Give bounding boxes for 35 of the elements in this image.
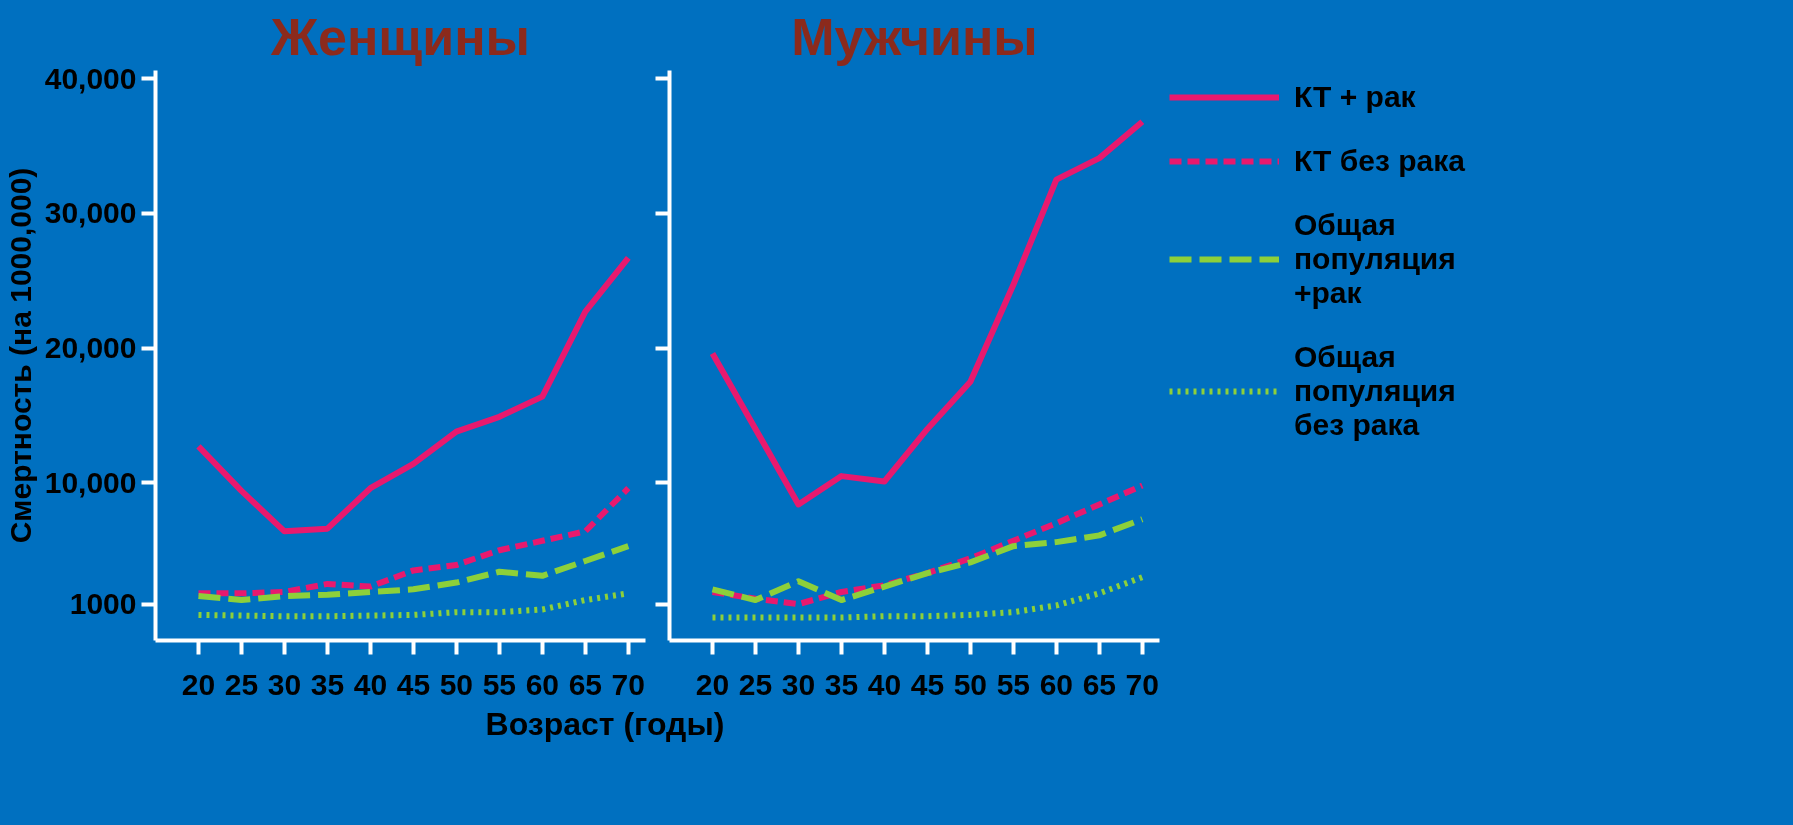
x-tick-label: 45 bbox=[910, 667, 945, 701]
x-tick-label: 40 bbox=[867, 667, 902, 701]
x-tick-label: 30 bbox=[781, 667, 816, 701]
x-tick-label: 60 bbox=[1039, 667, 1074, 701]
x-tick-label: 25 bbox=[738, 667, 773, 701]
x-tick-label: 30 bbox=[267, 667, 302, 701]
chart-title: Женщины bbox=[270, 7, 530, 66]
x-tick-label: 25 bbox=[224, 667, 259, 701]
y-tick-label: 40,000 bbox=[44, 61, 137, 95]
x-tick-label: 50 bbox=[953, 667, 988, 701]
x-tick-label: 55 bbox=[482, 667, 517, 701]
y-tick-label: 20,000 bbox=[44, 331, 137, 365]
x-tick-label: 70 bbox=[611, 667, 645, 701]
x-axis-title: Возраст (годы) bbox=[485, 705, 725, 744]
x-tick-label: 70 bbox=[1125, 667, 1159, 701]
y-axis-title: Смертность (на 1000,000) bbox=[3, 167, 37, 544]
x-tick-label: 50 bbox=[439, 667, 474, 701]
legend-label: КТ без рака bbox=[1294, 144, 1465, 178]
x-tick-label: 40 bbox=[353, 667, 388, 701]
y-tick-label: 10,000 bbox=[44, 465, 137, 499]
x-tick-label: 55 bbox=[996, 667, 1031, 701]
legend-label: Общая популяция без рака bbox=[1294, 340, 1456, 442]
x-tick-label: 35 bbox=[310, 667, 345, 701]
legend-label: Общая популяция +рак bbox=[1294, 208, 1456, 310]
y-tick-label: 1000 bbox=[69, 587, 137, 621]
x-tick-label: 65 bbox=[568, 667, 603, 701]
legend-label: КТ + рак bbox=[1294, 80, 1416, 114]
x-tick-label: 20 bbox=[695, 667, 730, 701]
chart-title: Мужчины bbox=[791, 7, 1038, 66]
x-tick-label: 45 bbox=[396, 667, 431, 701]
x-tick-label: 65 bbox=[1082, 667, 1117, 701]
y-tick-label: 30,000 bbox=[44, 196, 137, 230]
x-tick-label: 60 bbox=[525, 667, 560, 701]
x-tick-label: 20 bbox=[181, 667, 216, 701]
x-tick-label: 35 bbox=[824, 667, 859, 701]
